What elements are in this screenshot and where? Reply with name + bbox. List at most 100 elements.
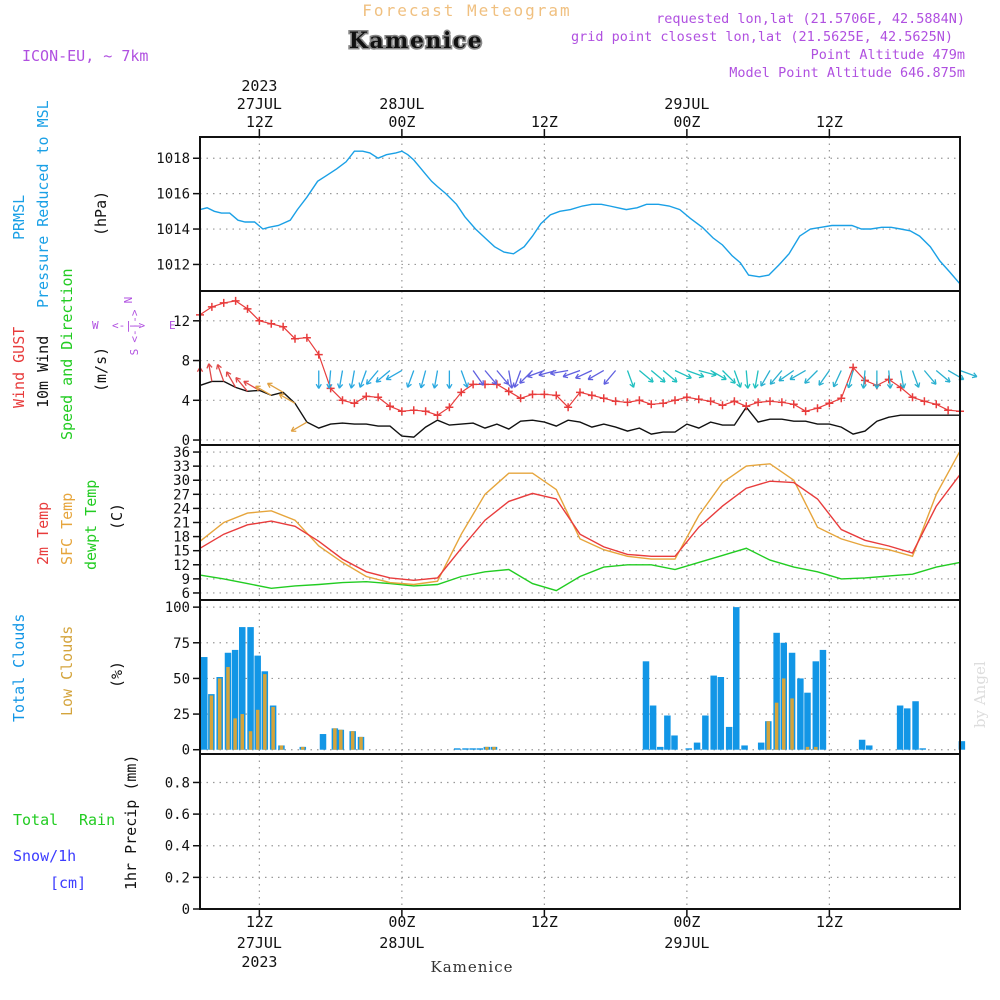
point-altitude: Point Altitude 479m: [811, 47, 965, 63]
gust-marker: [433, 411, 442, 420]
pressure-ytick-label: 1018: [156, 151, 190, 167]
label-percent: (%): [108, 661, 126, 688]
gust-marker: [789, 400, 798, 409]
gust-marker: [730, 397, 739, 406]
label-wind-gust: Wind GUST: [10, 327, 28, 408]
wind-arrowhead: [418, 382, 426, 389]
pressure-panel: 1012 1014 1016 1018: [156, 137, 961, 291]
low-cloud-bar: [492, 746, 496, 750]
temperature-labels: 2m Temp SFC Temp dewpt Temp (C): [34, 480, 126, 570]
gust-marker: [457, 388, 466, 397]
label-total: Total: [13, 811, 58, 829]
wind-arrowhead: [225, 371, 232, 377]
low-cloud-bar: [350, 731, 355, 750]
wind-arrow: [862, 370, 866, 389]
wind-arrow: [587, 369, 605, 381]
total-cloud-bar: [797, 678, 804, 750]
total-cloud-bar: [239, 627, 246, 750]
wind-arrowhead: [832, 381, 839, 388]
panels: 1012101410161018048126912151821242730333…: [156, 136, 978, 918]
low-cloud-bar: [766, 721, 771, 750]
total-cloud-bar: [642, 661, 650, 750]
pressure-ytick-label: 1014: [156, 222, 190, 238]
total-cloud-bar: [231, 649, 239, 750]
temperature-ytick-label: 6: [182, 586, 190, 602]
wind-arrow: [959, 369, 978, 378]
wind-arrowhead: [365, 379, 372, 385]
temperature-ytick-label: 12: [173, 558, 190, 574]
wind-arrow: [833, 370, 842, 388]
wind-arrowhead: [278, 393, 285, 399]
total-cloud-bar: [693, 742, 701, 750]
wind-arrowhead: [562, 372, 569, 379]
gust-marker: [932, 400, 941, 409]
gust-marker: [397, 407, 406, 416]
wind-arrowhead: [686, 373, 692, 380]
low-cloud-bar: [782, 678, 786, 750]
wind-arrow: [710, 369, 727, 381]
total-cloud-bar: [702, 715, 709, 750]
precip-ytick-label: 0.6: [165, 807, 190, 823]
wind-arrowhead: [385, 374, 392, 381]
total-cloud-bar: [664, 715, 671, 750]
wind-labels: Wind GUST 10m Wind Speed and Direction (…: [10, 268, 176, 440]
label-celsius: (C): [108, 503, 126, 530]
label-dewpt-temp: dewpt Temp: [82, 480, 100, 570]
bottom-tick-hour: 00Z: [388, 913, 415, 931]
wind-arrow: [899, 370, 905, 389]
total-cloud-bar: [896, 705, 904, 750]
wind-arrowhead: [446, 383, 453, 389]
wind-arrowhead: [659, 377, 666, 383]
compass-w: W: [92, 319, 99, 332]
wind-arrow: [290, 421, 308, 432]
wind-arrow: [279, 393, 296, 404]
footer-location: Kamenice: [431, 958, 514, 976]
total-cloud-bar: [725, 726, 733, 750]
temperature-ytick-label: 30: [173, 473, 190, 489]
gust-marker: [231, 296, 240, 305]
wind-arrow: [745, 370, 749, 389]
label-2m-temp: 2m Temp: [34, 502, 52, 565]
wind-arrow: [496, 370, 509, 385]
wind-arrowhead: [538, 371, 544, 378]
total-cloud-bar: [866, 745, 873, 750]
bottom-tick-hour: 12Z: [816, 913, 843, 931]
wind-arrowhead: [671, 377, 678, 383]
gust-marker: [801, 407, 810, 416]
wind-arrow: [722, 370, 736, 384]
total-cloud-bar: [247, 627, 254, 750]
wind-arrowhead: [804, 378, 810, 384]
compass-arrows: <-|->: [112, 319, 145, 332]
wind-arrow: [674, 369, 692, 379]
clouds-labels: Total Clouds Low Clouds (%): [10, 614, 126, 722]
wind-arrowhead: [405, 382, 412, 388]
gust-marker: [694, 395, 703, 404]
compass-s: S: [128, 349, 141, 356]
gust-marker: [647, 400, 656, 409]
wind-ytick-label: 8: [182, 354, 190, 370]
gust-marker: [564, 403, 573, 412]
wind-arrow: [562, 369, 581, 378]
gust-marker: [492, 380, 501, 389]
gust-marker: [659, 399, 668, 408]
top-tick-day: 27JUL: [237, 95, 282, 113]
low-cloud-bar: [226, 667, 230, 750]
wind-arrow: [385, 369, 403, 381]
wind-arrow: [778, 369, 795, 382]
pressure-labels: PRMSL Pressure Reduced to MSL (hPa): [10, 100, 110, 308]
wind-arrow: [235, 377, 248, 392]
wind-arrow: [733, 370, 742, 388]
bottom-tick-hour: 00Z: [673, 913, 700, 931]
top-year: 2023: [241, 77, 277, 95]
total-cloud-bar: [476, 748, 483, 750]
top-tick-hour: 00Z: [673, 113, 700, 131]
wind-arrowhead: [818, 380, 824, 386]
low-cloud-bar: [248, 731, 253, 750]
precip-ytick-label: 0.4: [165, 839, 190, 855]
wind-arrow: [626, 370, 635, 388]
total-cloud-bar: [462, 748, 469, 750]
precip-ytick-label: 0.2: [165, 870, 190, 886]
wind-arrowhead: [914, 382, 921, 388]
wind-arrow: [603, 370, 617, 385]
